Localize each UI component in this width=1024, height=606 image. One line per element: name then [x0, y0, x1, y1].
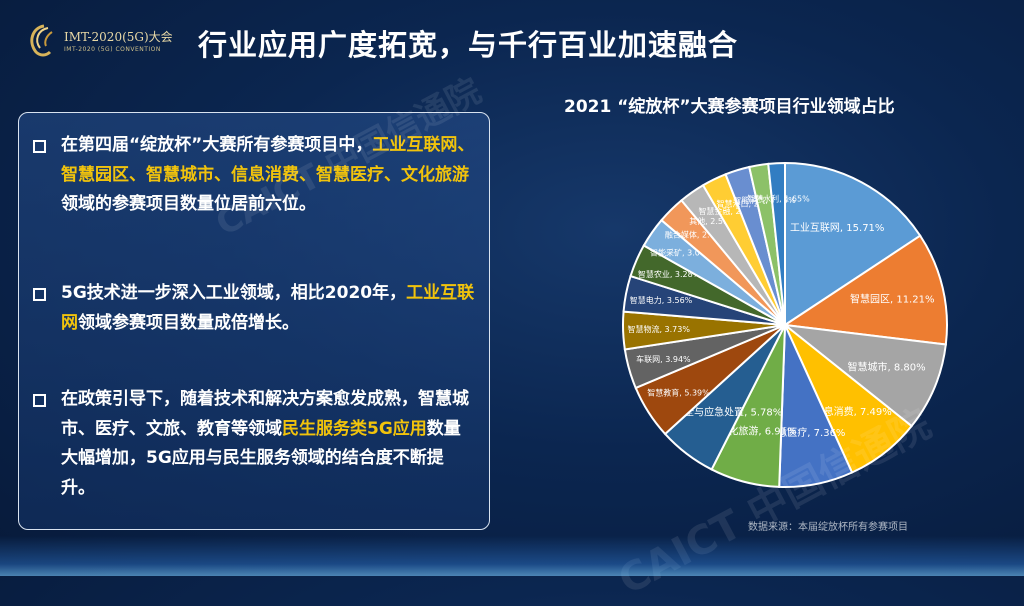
logo-swirl-icon	[30, 24, 53, 57]
logo-title: IMT-2020(5G)大会	[64, 30, 173, 44]
pie-label-18: 智能消气, 1.89%	[733, 195, 796, 205]
pie-label-17: 智慧港口, 2.44%	[717, 199, 780, 209]
pie-label-5: 智慧医疗, 7.36%	[767, 426, 845, 439]
bullet-2-text: 5G技术进一步深入工业领域，相比2020年，工业互联网领域参赛项目数量成倍增长。	[61, 279, 475, 338]
pie-chart: 工业互联网, 15.71% 智慧园区, 11.21% 智慧城市, 8.80% 信息消费…	[622, 161, 948, 488]
pie-label-15: 其他, 2.59%	[689, 216, 736, 226]
pie-label-11: 智慧电力, 3.56%	[630, 295, 693, 305]
bullet-2-seg-2: 工业互联网	[61, 283, 475, 333]
bottom-glow-decoration	[0, 536, 1024, 576]
pie-slice-2	[782, 234, 948, 346]
bullet-3-seg-1: 在政策引导下，随着技术和解决方案愈发成熟，智慧城市、医疗、文旅、教育等领域	[61, 389, 469, 439]
bullet-3-text: 在政策引导下，随着技术和解决方案愈发成熟，智慧城市、医疗、文旅、教育等领域民生服…	[61, 385, 475, 503]
pie-label-10: 智慧物流, 3.73%	[627, 324, 690, 334]
logo-subtitle: IMT-2020 (5G) CONVENTION	[64, 46, 161, 53]
pie-label-13: 智能采矿, 3.04%	[650, 247, 713, 257]
bullet-1-text: 在第四届“绽放杯”大赛所有参赛项目中，工业互联网、智慧园区、智慧城市、信息消费、…	[61, 131, 475, 220]
bullet-2-seg-3: 领域参赛项目数量成倍增长。	[78, 312, 299, 333]
bullet-box-icon	[33, 394, 46, 407]
pie-label-19: 智慧水利, 1.65%	[747, 193, 810, 203]
pie-label-14: 融合媒体, 2.77%	[665, 230, 728, 240]
bullet-1-seg-2: 工业互联网、智慧园区、智慧城市、信息消费、智慧医疗、文化旅游	[61, 135, 475, 185]
page-title: 行业应用广度拓宽，与千行百业加速融合	[198, 28, 739, 62]
pie-slice-1	[784, 161, 922, 327]
bullet-1-seg-3: 领域的参赛项目数量位居前六位。	[61, 194, 316, 214]
pie-label-8: 智慧教育, 5.39%	[647, 388, 710, 398]
pie-label-1: 工业互联网, 15.71%	[790, 222, 885, 234]
pie-label-3: 智慧城市, 8.80%	[848, 361, 926, 374]
chart-title: 2021 “绽放杯”大赛参赛项目行业领域占比	[564, 97, 895, 117]
pie-label-9: 车联网, 3.94%	[636, 354, 691, 364]
bullet-box-icon	[33, 140, 46, 153]
pie-label-4: 信息消费, 7.49%	[814, 405, 892, 418]
bullet-1-seg-1: 在第四届“绽放杯”大赛所有参赛项目中，	[61, 135, 373, 155]
pie-slice-3	[781, 323, 947, 428]
bullet-3-seg-3: 数量大幅增加，5G应用与民生服务领域的结合度不断提升。	[61, 418, 461, 498]
pie-slice-19	[767, 161, 786, 326]
bullet-3-seg-2: 民生服务类5G应用	[282, 418, 427, 439]
bullet-box-icon	[33, 288, 46, 301]
pie-label-12: 智慧农业, 3.28%	[638, 269, 701, 279]
data-source-note: 数据来源：本届绽放杯所有参赛项目	[748, 522, 908, 533]
convention-logo: IMT-2020(5G)大会 IMT-2020 (5G) CONVENTION	[24, 22, 194, 66]
pie-label-16: 智慧金融, 2.46%	[698, 206, 761, 216]
summary-panel: 在第四届“绽放杯”大赛所有参赛项目中，工业互联网、智慧园区、智慧城市、信息消费、…	[18, 112, 490, 530]
bullet-2-seg-1: 5G技术进一步深入工业领域，相比2020年，	[61, 283, 407, 303]
pie-label-2: 智慧园区, 11.21%	[850, 293, 935, 306]
pie-label-6: 文化旅游, 6.91%	[718, 425, 796, 438]
